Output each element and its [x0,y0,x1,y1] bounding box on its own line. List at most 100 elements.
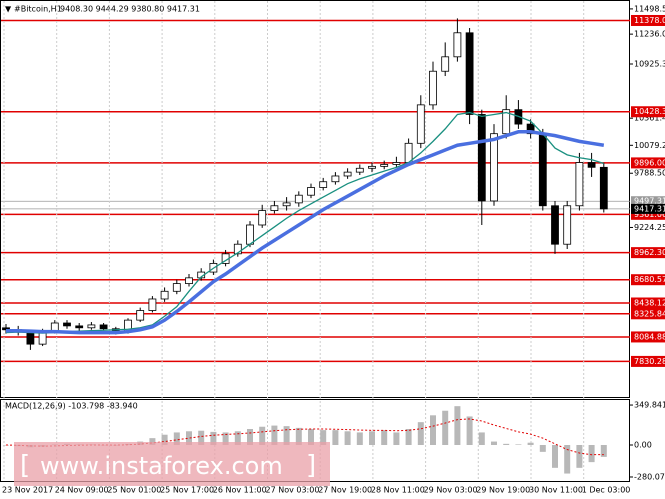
chart-symbol: ▼ [5,5,12,14]
macd-bar [442,410,449,445]
y-tick-label: 10079.25 [634,141,665,150]
watermark: [ www.instaforex.com ] [14,442,330,486]
candle-body [477,114,486,202]
macd-bar [295,427,302,445]
macd-bar [478,432,485,445]
macd-bar [332,430,339,445]
candle-body [355,167,364,173]
macd-bar [454,406,461,445]
level-label-box [631,208,665,220]
price-label: 9417.31 [634,204,665,213]
macd-bar [393,432,400,445]
candle-body [465,32,474,115]
macd-bar [430,415,436,445]
candle-body [587,162,596,168]
y-tick-label: 9224.25 [634,223,665,232]
candle-body [282,202,291,207]
macd-bar [344,431,351,445]
y-tick-label: 9788.50 [634,169,665,178]
level-label-box [631,355,665,367]
level-label: 10428.38 [634,107,665,116]
moving-average [5,111,604,334]
y-tick-label: 0.00 [634,440,652,449]
candle-body [148,298,157,311]
macd-bar [247,429,253,445]
x-tick-label: 1 Dec 03:00 [582,486,631,495]
candle-body [575,162,584,207]
y-tick-label: 10925.35 [634,59,665,68]
candle-body [258,210,267,226]
candle-body [416,104,425,144]
macd-bar [198,430,205,445]
candle-body [404,142,413,163]
watermark-box [14,442,330,486]
macd-bar [576,444,583,468]
candle-body [99,324,108,330]
macd-bar [149,438,156,445]
macd-bar [527,442,534,445]
candle-body [368,165,376,169]
macd-bar [173,432,180,445]
candle-body [490,133,498,202]
price-label-box [631,203,665,214]
candle-body [172,283,181,292]
candle-body [63,322,71,327]
moving-average [6,130,605,335]
level-label-box [631,106,665,118]
watermark-bracket: [ [20,451,30,481]
candle-body [429,70,437,106]
level-label: 11378.03 [634,16,665,25]
ohlc: 9408.30 9444.29 9380.80 9417.31 [60,5,200,14]
y-tick-label: 10361.40 [634,114,665,123]
candle-body [246,224,254,245]
macd-bar [161,434,168,445]
level-label: 8962.30 [634,248,665,257]
macd-title: MACD(12,26,9) -103.798 -83.940 [5,402,138,411]
candle-body [538,133,547,207]
level-label: 8084.88 [634,332,665,341]
level-label-box [631,157,665,169]
candle-body [307,187,315,196]
y-tick-label: 11236.05 [634,30,665,39]
candle-body [87,324,96,329]
macd-bar [283,426,290,445]
level-label: 9896.00 [634,158,665,167]
x-tick-label: 25 Nov 17:00 [160,486,214,495]
level-label-box [631,297,665,309]
level-label-box [631,308,665,320]
macd-bar [369,431,375,445]
y-tick-label: 11498.55 [634,4,665,13]
macd-bar [600,444,607,457]
level-label: 8325.84 [634,309,665,318]
macd-bar [405,429,412,445]
macd-bar [271,425,278,445]
macd-bar [234,431,241,445]
candle-body [319,181,328,188]
macd-bar [564,444,571,474]
signal-line [5,418,604,456]
macd-bar [588,444,595,463]
level-label-box [631,331,665,343]
candle-body [331,175,340,183]
y-tick-label: 349.841 [634,401,665,410]
watermark-bracket: ] [306,451,316,481]
macd-bar [539,444,546,452]
x-tick-label: 23 Nov 2017 [2,486,53,495]
price-frame [0,0,630,398]
macd-bar [210,431,217,445]
y-tick-label: -280.07 [634,472,665,481]
candle-body [136,310,145,321]
level-label: 8438.12 [634,299,665,308]
price-label-box [631,196,665,207]
price-label: 9497.31 [634,197,665,206]
candle-body [453,32,462,58]
macd-bar [356,432,363,445]
x-tick-label: 29 Nov 19:00 [476,486,530,495]
candle-body [599,166,608,210]
candle-body [441,56,450,72]
x-tick-label: 27 Nov 19:00 [318,486,372,495]
candle-body [160,290,169,300]
level-label: 8680.57 [634,275,665,284]
macd-bar [320,430,327,445]
x-tick-label: 28 Nov 11:00 [371,486,425,495]
